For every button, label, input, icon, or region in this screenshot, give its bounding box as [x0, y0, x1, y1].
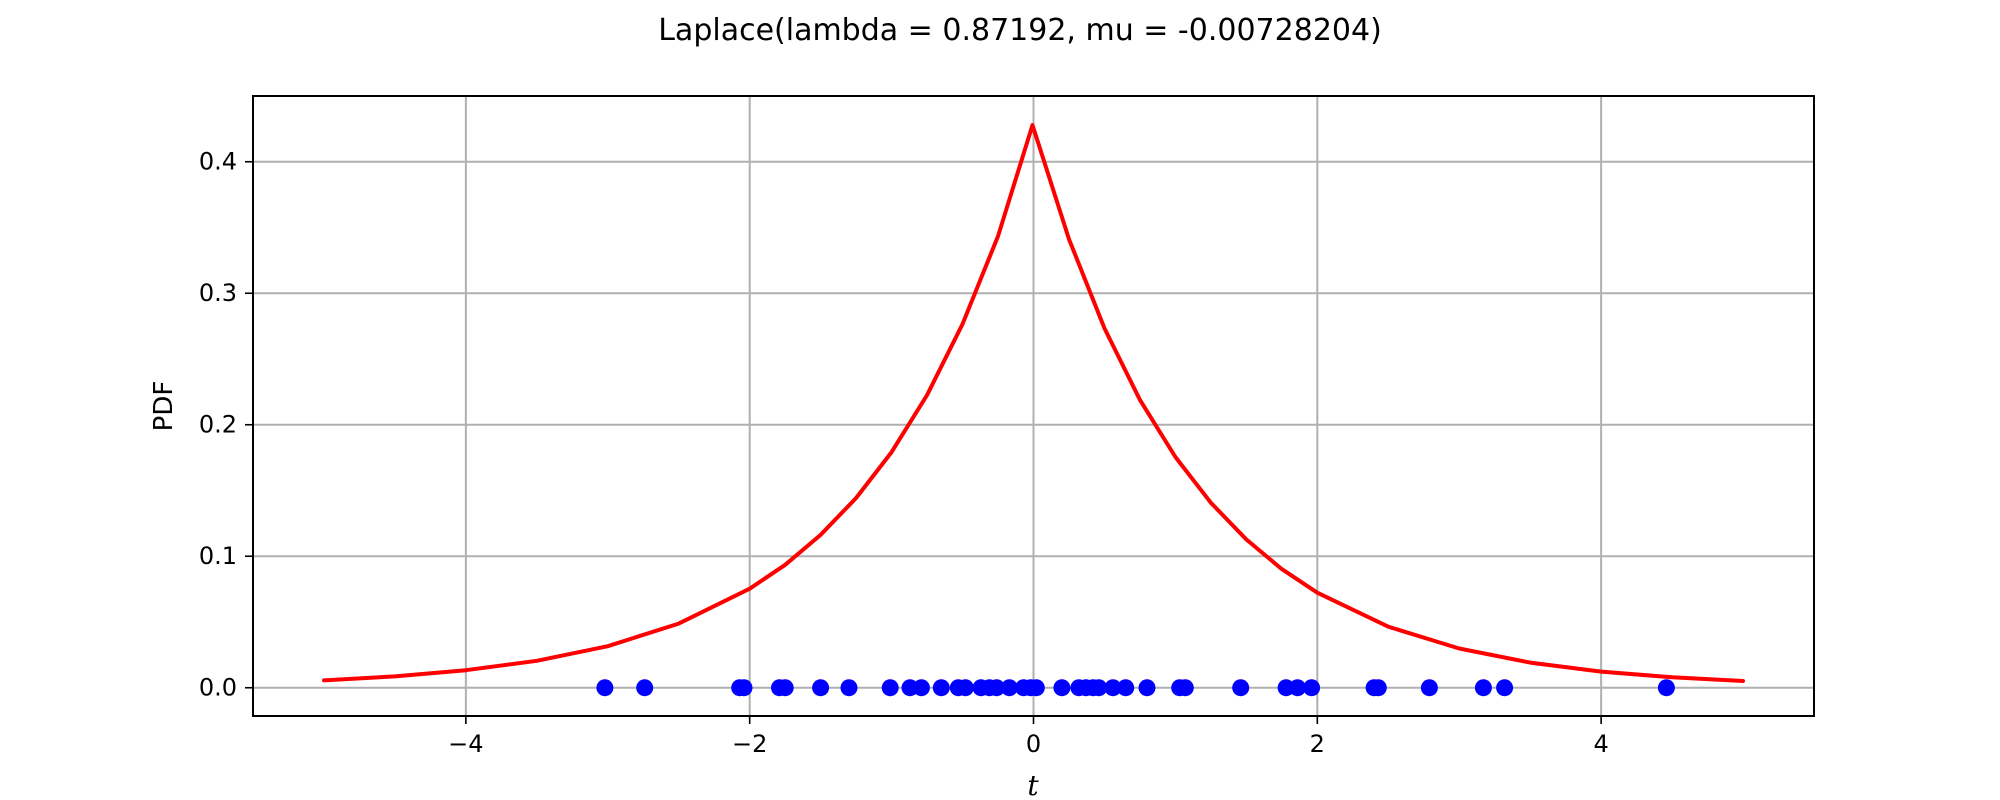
sample-point: [812, 679, 830, 697]
y-axis-label: PDF: [149, 381, 179, 432]
x-tick-label: 0: [1026, 730, 1041, 758]
sample-point: [1027, 679, 1045, 697]
sample-point: [1104, 679, 1122, 697]
sample-point: [956, 679, 974, 697]
sample-point: [840, 679, 858, 697]
sample-point: [912, 679, 930, 697]
sample-point: [1232, 679, 1250, 697]
sample-point: [1657, 679, 1675, 697]
sample-point: [988, 679, 1006, 697]
x-tick-label: 2: [1310, 730, 1325, 758]
sample-point: [1138, 679, 1156, 697]
sample-point: [932, 679, 950, 697]
sample-point: [1420, 679, 1438, 697]
sample-point: [776, 679, 794, 697]
sample-point: [1053, 679, 1071, 697]
sample-point: [1303, 679, 1321, 697]
sample-point: [735, 679, 753, 697]
sample-point: [1496, 679, 1514, 697]
axis-ticks: −4 −2 0 2 4 0.0 0.1 0.2 0.3 0.4: [199, 148, 1609, 758]
x-tick-label: −4: [448, 730, 483, 758]
sample-point: [1369, 679, 1387, 697]
y-tick-label: 0.0: [199, 674, 237, 702]
sample-point: [1176, 679, 1194, 697]
sample-point: [1090, 679, 1108, 697]
sample-point: [1474, 679, 1492, 697]
sample-point: [596, 679, 614, 697]
sample-point: [636, 679, 654, 697]
y-tick-label: 0.1: [199, 542, 237, 570]
plot-area: [322, 123, 1745, 697]
sample-point: [1000, 679, 1018, 697]
pdf-curve-line: [322, 123, 1745, 683]
x-tick-label: 4: [1593, 730, 1608, 758]
chart-title: Laplace(lambda = 0.87192, mu = -0.007282…: [658, 13, 1382, 48]
grid: [253, 96, 1814, 716]
x-tick-label: −2: [732, 730, 767, 758]
y-tick-label: 0.4: [199, 148, 237, 176]
x-axis-label: t: [1027, 769, 1039, 800]
sample-point: [1117, 679, 1135, 697]
y-tick-label: 0.2: [199, 411, 237, 439]
sample-point: [1289, 679, 1306, 697]
y-tick-label: 0.3: [199, 279, 237, 307]
sample-point: [881, 679, 899, 697]
